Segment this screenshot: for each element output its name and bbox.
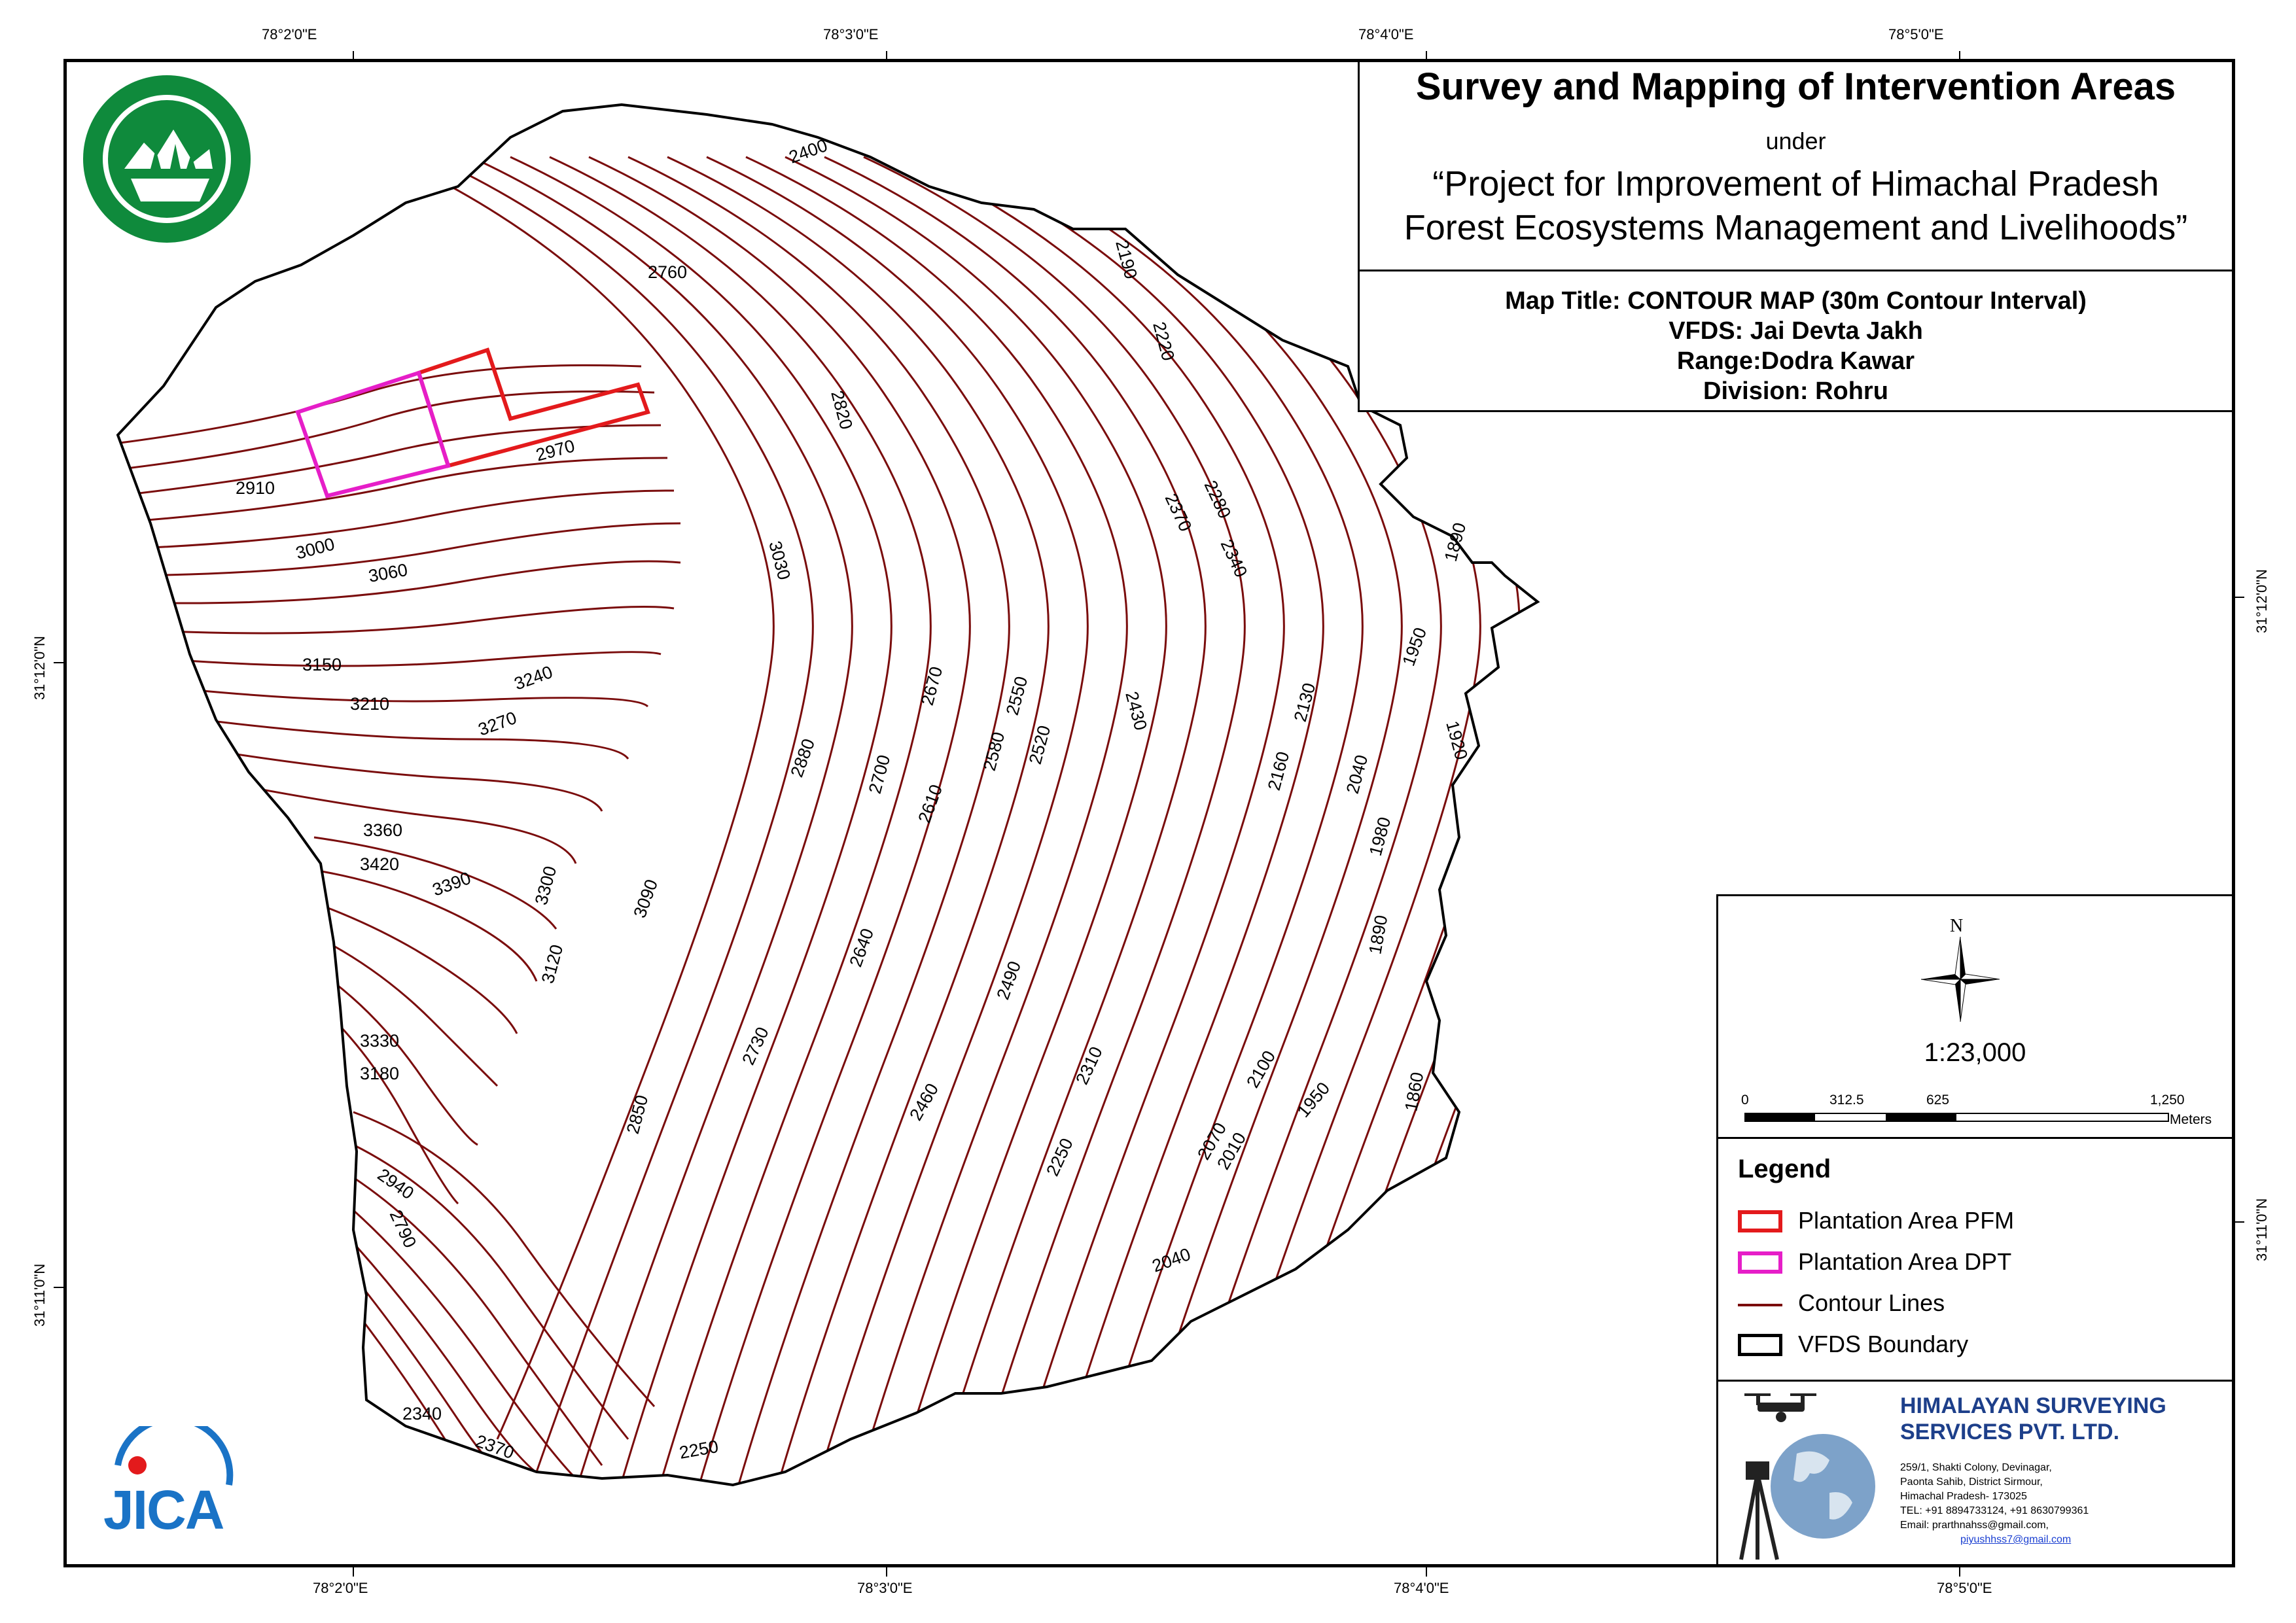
contour-label: 1860 <box>1401 1071 1427 1113</box>
contour-label: 2460 <box>906 1080 942 1124</box>
contour-label: 2430 <box>1122 689 1151 733</box>
contour-label: 1950 <box>1398 625 1430 669</box>
contour-label: 3090 <box>629 877 662 920</box>
drone-icon <box>1744 1393 1816 1422</box>
company-phone: TEL: +91 8894733124, +91 8630799361 <box>1900 1505 2089 1517</box>
legend-item-boundary: VFDS Boundary <box>1738 1331 2209 1357</box>
contour-label-layer: 2400 2190 2760 2220 2820 2970 2910 2280 … <box>236 135 1472 1463</box>
contour-label: 3120 <box>538 943 567 986</box>
contour-label: 2130 <box>1290 681 1320 724</box>
contour-label: 2040 <box>1150 1244 1193 1276</box>
contour-label: 3420 <box>360 854 399 874</box>
main-title: Survey and Mapping of Intervention Areas <box>1360 65 2232 109</box>
company-name-line-2: SERVICES PVT. LTD. <box>1900 1420 2119 1445</box>
contour-label: 2790 <box>386 1207 421 1251</box>
contour-group-south <box>353 1112 654 1489</box>
forest-department-logo <box>79 71 255 247</box>
contour-label: 2370 <box>1161 491 1196 534</box>
contour-label: 2220 <box>1149 320 1178 363</box>
scale-tick-3: 1,250 <box>2150 1092 2185 1108</box>
title-panel: Survey and Mapping of Intervention Areas… <box>1358 62 2232 271</box>
contour-label: 3330 <box>360 1031 399 1051</box>
contour-label: 2520 <box>1025 724 1055 767</box>
contour-label: 3390 <box>430 868 474 900</box>
scale-ratio: 1:23,000 <box>1718 1038 2232 1068</box>
legend-panel: N 1:23,000 0 312.5 625 1,250 Meters Lege… <box>1716 894 2232 1564</box>
contour-label: 3150 <box>302 655 342 674</box>
title-under: under <box>1360 128 2232 155</box>
boundary-swatch <box>1738 1334 1782 1356</box>
north-label: N <box>1950 916 1963 937</box>
contour-label: 2040 <box>1343 753 1372 796</box>
contour-label: 2190 <box>1112 238 1141 281</box>
company-address-3: Himachal Pradesh- 173025 <box>1900 1491 2027 1503</box>
division-text: Division: Rohru <box>1360 377 2232 406</box>
pfm-swatch <box>1738 1210 1782 1232</box>
vfds-boundary <box>118 105 1538 1485</box>
contour-label: 3180 <box>360 1064 399 1083</box>
company-address-2: Paonta Sahib, District Sirmour, <box>1900 1476 2043 1488</box>
contour-label: 2160 <box>1264 750 1294 793</box>
contour-label: 2340 <box>402 1404 442 1423</box>
legend-item-dpt: Plantation Area DPT <box>1738 1248 2209 1274</box>
company-email-2[interactable]: piyushhss7@gmail.com <box>1960 1534 2071 1546</box>
jica-logo-text: JICA <box>103 1478 223 1542</box>
contour-label: 2880 <box>786 736 819 780</box>
company-name-line-1: HIMALAYAN SURVEYING <box>1900 1393 2166 1419</box>
map-title-text: Map Title: CONTOUR MAP (30m Contour Inte… <box>1360 287 2232 315</box>
map-info-panel: Map Title: CONTOUR MAP (30m Contour Inte… <box>1358 271 2232 412</box>
contour-label: 2670 <box>917 665 947 708</box>
contour-label: 3360 <box>363 820 402 840</box>
legend-item-contour: Contour Lines <box>1738 1289 2209 1316</box>
contour-label: 3000 <box>294 534 337 563</box>
contour-label: 2250 <box>678 1437 720 1463</box>
scale-tick-0: 0 <box>1741 1092 1749 1108</box>
contour-label: 2580 <box>980 730 1009 773</box>
scale-unit: Meters <box>2170 1112 2212 1128</box>
legend-label: Plantation Area DPT <box>1798 1248 2011 1276</box>
contour-label: 2910 <box>236 478 275 498</box>
range-text: Range:Dodra Kawar <box>1360 347 2232 375</box>
contour-label: 2610 <box>914 782 946 826</box>
contour-label: 3300 <box>531 864 561 907</box>
contour-label: 2850 <box>623 1093 652 1136</box>
contour-label: 2310 <box>1072 1043 1106 1087</box>
vfds-text: VFDS: Jai Devta Jakh <box>1360 317 2232 345</box>
contour-label: 2820 <box>827 389 857 432</box>
contour-label: 3210 <box>350 694 389 714</box>
legend-label: Plantation Area PFM <box>1798 1207 2014 1234</box>
scale-tick-2: 625 <box>1926 1092 1949 1108</box>
company-separator <box>1718 1380 2232 1382</box>
contour-label: 2640 <box>845 926 877 969</box>
contour-swatch <box>1738 1304 1782 1306</box>
contour-label: 2250 <box>1042 1135 1077 1179</box>
contour-label: 1890 <box>1441 521 1470 564</box>
contour-label: 2550 <box>1002 674 1032 718</box>
contour-label: 3270 <box>476 708 520 740</box>
legend-label: VFDS Boundary <box>1798 1331 1968 1358</box>
dpt-swatch <box>1738 1251 1782 1274</box>
company-address-1: 259/1, Shakti Colony, Devinagar, <box>1900 1462 2052 1474</box>
contour-label: 2340 <box>1217 536 1252 580</box>
contour-label: 2400 <box>786 135 830 167</box>
contour-label: 3240 <box>512 662 556 694</box>
legend-label: Contour Lines <box>1798 1289 1945 1317</box>
contour-label: 1920 <box>1442 719 1472 762</box>
contour-label: 3060 <box>367 560 409 586</box>
project-title-line-1: “Project for Improvement of Himachal Pra… <box>1360 164 2232 204</box>
legend-item-pfm: Plantation Area PFM <box>1738 1207 2209 1233</box>
legend-separator <box>1718 1137 2232 1139</box>
company-email-1[interactable]: Email: prarthnahss@gmail.com, <box>1900 1520 2049 1531</box>
compass-rose-icon <box>1921 937 2000 1022</box>
scale-tick-1: 312.5 <box>1829 1092 1864 1108</box>
globe-icon <box>1771 1434 1875 1539</box>
contour-label: 2760 <box>648 262 687 282</box>
project-title-line-2: Forest Ecosystems Management and Livelih… <box>1360 207 2232 248</box>
company-logo-icon <box>1731 1388 1895 1562</box>
scale-bar <box>1744 1112 2170 1123</box>
contour-label: 2280 <box>1201 478 1235 521</box>
legend-title: Legend <box>1738 1155 1831 1184</box>
contour-label: 1950 <box>1294 1079 1334 1121</box>
